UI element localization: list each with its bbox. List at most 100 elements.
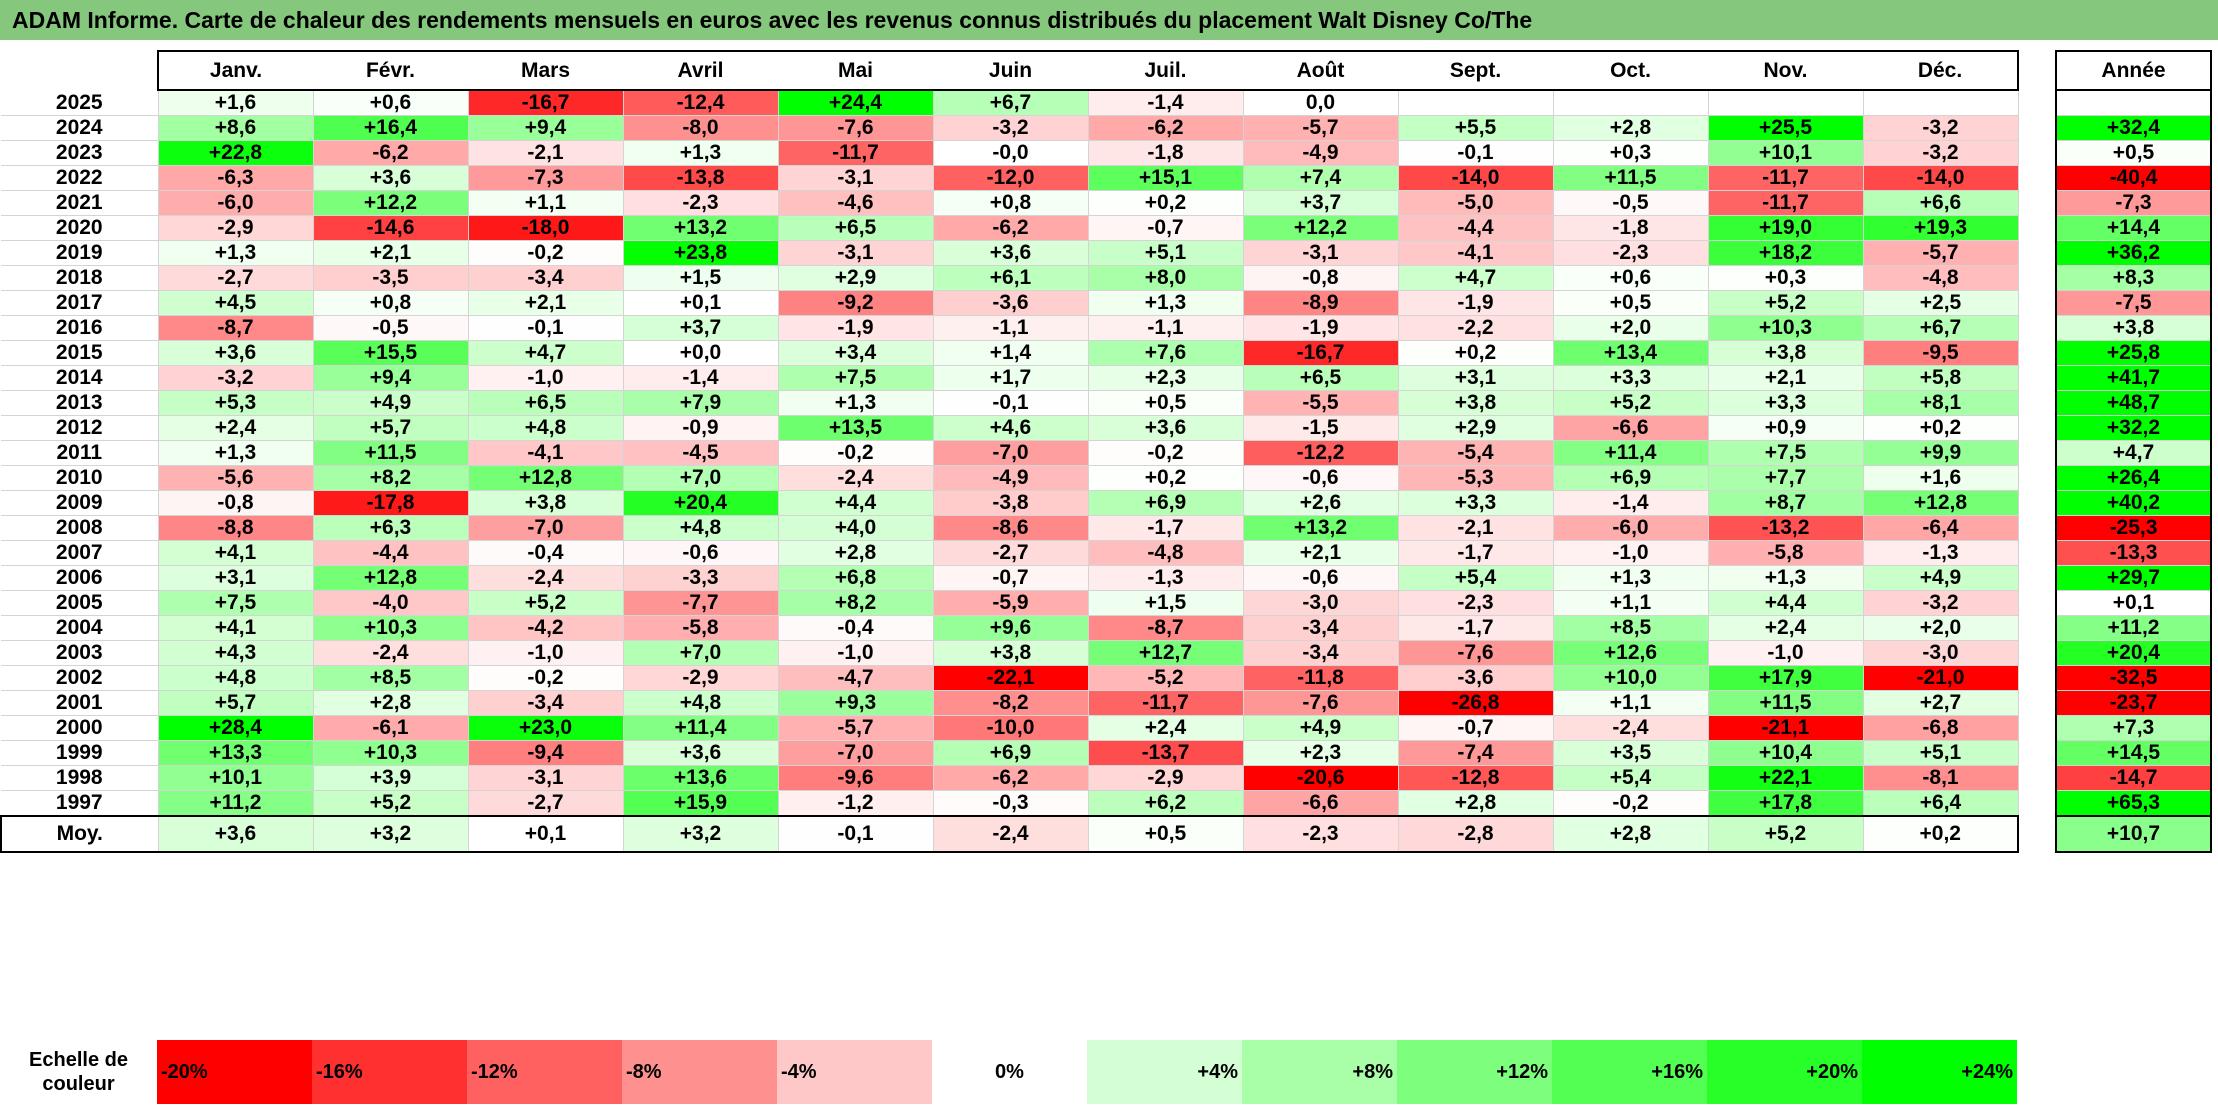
heatmap-cell: +17,9 (1708, 665, 1864, 691)
color-scale-swatch: +12% (1397, 1040, 1552, 1104)
year-label: 2008 (1, 515, 159, 541)
heatmap-cell (1863, 90, 2019, 116)
heatmap-cell: +4,7 (1398, 265, 1554, 291)
heatmap-cell: -8,7 (1088, 615, 1244, 641)
heatmap-cell: -9,4 (468, 740, 624, 766)
heatmap-cell: +10,3 (313, 615, 469, 641)
column-gap (2018, 315, 2056, 341)
heatmap-cell: -0,8 (1243, 265, 1399, 291)
column-gap (2018, 665, 2056, 691)
heatmap-cell: +2,5 (1863, 290, 2019, 316)
heatmap-cell: -2,3 (1398, 590, 1554, 616)
heatmap-cell: -6,6 (1553, 415, 1709, 441)
heatmap-cell: +3,9 (313, 765, 469, 791)
heatmap-cell: -1,4 (623, 365, 779, 391)
heatmap-cell: -0,1 (468, 315, 624, 341)
column-gap (2018, 265, 2056, 291)
heatmap-cell: -6,2 (933, 215, 1089, 241)
heatmap-cell: +12,8 (313, 565, 469, 591)
year-row: 2012 +2,4 +5,7 +4,8 -0,9 +13,5 +4,6 +3,6 -1,5 +2,… (1, 415, 2212, 441)
month-header: Oct. (1553, 50, 1708, 91)
average-row: Moy. +3,6 +3,2 +0,1 +3,2 -0,1 -2,4 +0,5 -2,3 -2,8… (0, 815, 2212, 853)
month-header: Juil. (1088, 50, 1243, 91)
heatmap-cell: -5,7 (778, 715, 934, 741)
heatmap-cell: +3,1 (1398, 365, 1554, 391)
heatmap-cell: -3,2 (1863, 140, 2019, 166)
color-scale-swatch: -8% (622, 1040, 777, 1104)
heatmap-cell: -8,1 (1863, 765, 2019, 791)
heatmap-cell: -1,3 (1088, 565, 1244, 591)
annual-cell: -13,3 (2055, 540, 2212, 566)
heatmap-cell: -7,6 (1398, 640, 1554, 666)
heatmap-cell: +8,2 (778, 590, 934, 616)
average-cell: +0,2 (1863, 815, 2019, 853)
heatmap-cell: -7,0 (778, 740, 934, 766)
year-row: 1997 +11,2 +5,2 -2,7 +15,9 -1,2 -0,3 +6,2 -6,6 +2… (1, 790, 2212, 817)
heatmap-cell: +11,5 (1708, 690, 1864, 716)
heatmap-cell: -0,2 (778, 440, 934, 466)
annual-cell: +29,7 (2055, 565, 2212, 591)
heatmap-cell: -14,0 (1863, 165, 2019, 191)
heatmap-cell: -0,1 (933, 390, 1089, 416)
heatmap-cell: -2,4 (313, 640, 469, 666)
year-row: 2020 -2,9 -14,6 -18,0 +13,2 +6,5 -6,2 -0,7 +12,2… (1, 215, 2212, 241)
year-row: 2015 +3,6 +15,5 +4,7 +0,0 +3,4 +1,4 +7,6 -16,7 +0… (1, 340, 2212, 366)
heatmap-cell: +17,8 (1708, 790, 1864, 817)
heatmap-cell: +6,6 (1863, 190, 2019, 216)
heatmap-cell: +9,3 (778, 690, 934, 716)
heatmap-cell: -3,3 (623, 565, 779, 591)
year-row: 2018 -2,7 -3,5 -3,4 +1,5 +2,9 +6,1 +8,0 -0,8 +4,7… (1, 265, 2212, 291)
heatmap-cell: +5,4 (1553, 765, 1709, 791)
heatmap-cell: -1,7 (1398, 615, 1554, 641)
heatmap-cell: +0,2 (1088, 465, 1244, 491)
heatmap-cell: +5,2 (313, 790, 469, 817)
heatmap-cell: +15,5 (313, 340, 469, 366)
heatmap-cell: -4,4 (1398, 215, 1554, 241)
column-gap (2018, 215, 2056, 241)
heatmap-cell: +0,1 (623, 290, 779, 316)
year-label: 2010 (1, 465, 159, 491)
heatmap-cell: -4,0 (313, 590, 469, 616)
heatmap-cell: -2,9 (623, 665, 779, 691)
heatmap-cell: -4,8 (1863, 265, 2019, 291)
annual-cell: +36,2 (2055, 240, 2212, 266)
heatmap-cell: -1,0 (468, 365, 624, 391)
heatmap-cell: +3,8 (1398, 390, 1554, 416)
column-gap (2018, 515, 2056, 541)
heatmap-cell: -4,7 (778, 665, 934, 691)
heatmap-cell: +1,7 (933, 365, 1089, 391)
heatmap-cell: +0,2 (1863, 415, 2019, 441)
annual-cell: +0,5 (2055, 140, 2212, 166)
month-header: Janv. (157, 50, 313, 91)
heatmap-cell: -9,5 (1863, 340, 2019, 366)
annual-cell: -7,3 (2055, 190, 2212, 216)
year-label: 2025 (1, 90, 159, 116)
year-row: 2022 -6,3 +3,6 -7,3 -13,8 -3,1 -12,0 +15,1 +7,4-… (1, 165, 2212, 191)
heatmap-cell: +9,6 (933, 615, 1089, 641)
heatmap-cell: +8,5 (313, 665, 469, 691)
year-label: 2024 (1, 115, 159, 141)
heatmap-cell: +0,6 (313, 90, 469, 116)
heatmap-cell: +2,0 (1863, 615, 2019, 641)
heatmap-cell: -2,9 (1088, 765, 1244, 791)
average-cell: -2,3 (1243, 815, 1399, 853)
heatmap-cell: +1,1 (468, 190, 624, 216)
heatmap-cell: -1,7 (1398, 540, 1554, 566)
year-label: 2012 (1, 415, 159, 441)
heatmap-cell: +9,4 (313, 365, 469, 391)
color-scale-row: Echelle de couleur -20% -16% -12% -8% -4% 0% +4… (0, 1040, 2017, 1104)
heatmap-cell: -20,6 (1243, 765, 1399, 791)
heatmap-cell: -3,2 (158, 365, 314, 391)
heatmap-cell: +7,7 (1708, 465, 1864, 491)
heatmap-cell: -6,2 (313, 140, 469, 166)
year-label: 2014 (1, 365, 159, 391)
annual-cell: +40,2 (2055, 490, 2212, 516)
heatmap-cell: -2,1 (468, 140, 624, 166)
heatmap-cell: +0,5 (1088, 390, 1244, 416)
column-gap (2018, 440, 2056, 466)
heatmap-cell: +1,3 (158, 440, 314, 466)
heatmap-cell: +12,2 (313, 190, 469, 216)
heatmap-cell: -1,0 (778, 640, 934, 666)
heatmap-cell: -3,8 (933, 490, 1089, 516)
heatmap-cell: -1,0 (468, 640, 624, 666)
